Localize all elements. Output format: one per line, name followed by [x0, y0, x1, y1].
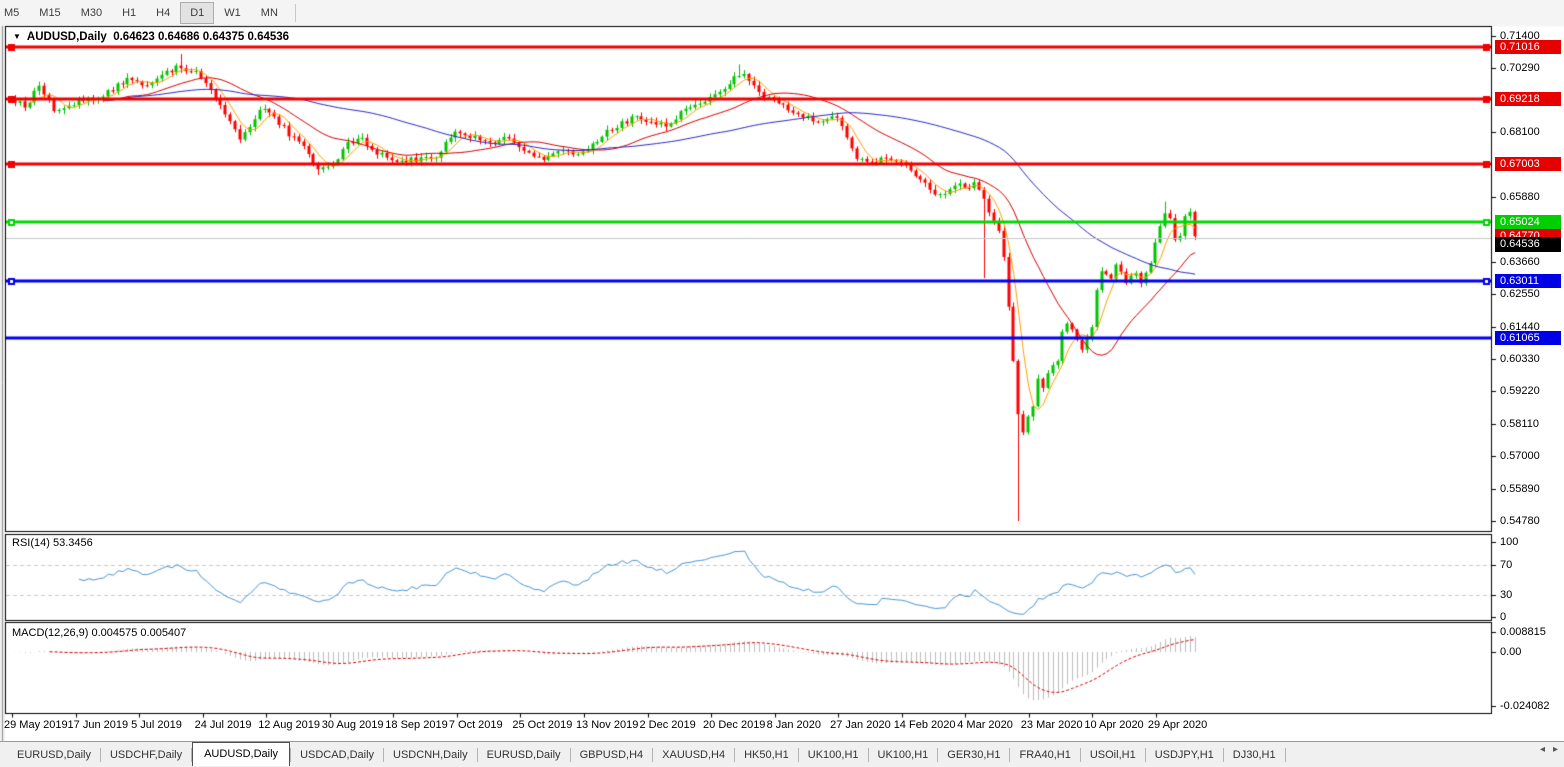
tab-nav-left-icon[interactable]: ◂	[1539, 744, 1545, 755]
tab-navigation: ◂ ▸	[1540, 744, 1558, 755]
chart-tab-fra40-h1[interactable]: FRA40,H1	[1019, 748, 1071, 761]
tab-separator	[476, 747, 478, 762]
chart-tab-eurusd-daily[interactable]: EURUSD,Daily	[17, 748, 91, 761]
chart-tab-ger30-h1[interactable]: GER30,H1	[947, 748, 1001, 761]
tab-separator	[99, 747, 101, 762]
chart-tab-gbpusd-h4[interactable]: GBPUSD,H4	[579, 748, 644, 761]
chart-tab-usdcnh-daily[interactable]: USDCNH,Daily	[393, 748, 468, 761]
chart-tab-usdjpy-h1[interactable]: USDJPY,H1	[1154, 748, 1214, 761]
tab-separator	[1144, 747, 1146, 762]
chart-tab-bar: EURUSD,Daily USDCHF,Daily AUDUSD,Daily USDC…	[0, 741, 1564, 767]
tab-separator	[1009, 747, 1011, 762]
chart-tab-uk100-h1[interactable]: UK100,H1	[877, 748, 929, 761]
tab-separator	[937, 747, 939, 762]
tab-separator	[734, 747, 736, 762]
chart-tab-dj30-h1[interactable]: DJ30,H1	[1232, 748, 1276, 761]
chart-tab-audusd-daily[interactable]: AUDUSD,Daily	[192, 741, 291, 766]
tab-separator	[290, 747, 292, 762]
chart-tab-hk50-h1[interactable]: HK50,H1	[744, 748, 789, 761]
tab-separator	[383, 747, 385, 762]
tab-separator	[1222, 747, 1224, 762]
chart-tab-xauusd-h4[interactable]: XAUUSD,H4	[662, 748, 726, 761]
tab-separator	[191, 747, 193, 762]
chart-tab-usdchf-daily[interactable]: USDCHF,Daily	[109, 748, 183, 761]
chart-tab-uk100-h1[interactable]: UK100,H1	[807, 748, 859, 761]
tab-separator	[1079, 747, 1081, 762]
chart-tab-usoil-h1[interactable]: USOil,H1	[1089, 748, 1136, 761]
tab-separator	[569, 747, 571, 762]
tab-nav-right-icon[interactable]: ▸	[1552, 744, 1558, 755]
tab-separator	[652, 747, 654, 762]
tab-separator	[1284, 747, 1286, 762]
chart-tab-usdcad-daily[interactable]: USDCAD,Daily	[300, 748, 375, 761]
tab-separator	[867, 747, 869, 762]
tab-separator	[797, 747, 799, 762]
chart-tab-eurusd-daily[interactable]: EURUSD,Daily	[486, 748, 561, 761]
